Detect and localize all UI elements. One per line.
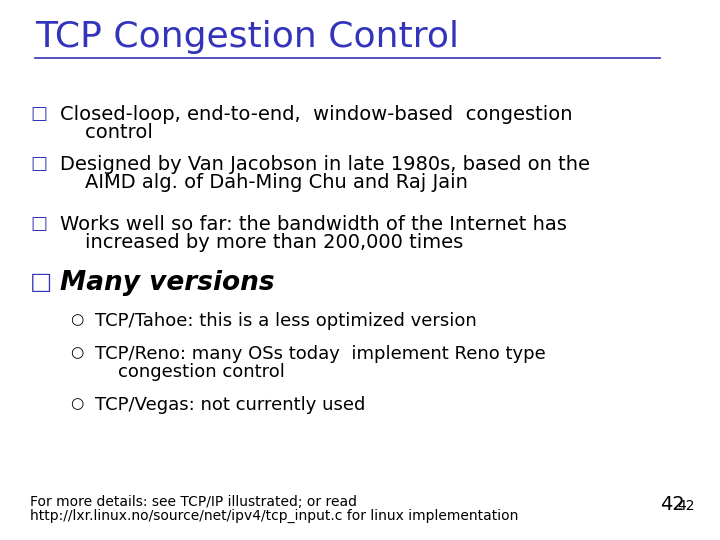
Text: AIMD alg. of Dah-Ming Chu and Raj Jain: AIMD alg. of Dah-Ming Chu and Raj Jain	[60, 173, 468, 192]
Text: ○: ○	[70, 345, 84, 360]
Text: Many versions: Many versions	[60, 270, 274, 296]
Text: 42: 42	[660, 495, 685, 514]
Text: control: control	[60, 123, 153, 142]
Text: ○: ○	[70, 312, 84, 327]
Text: Designed by Van Jacobson in late 1980s, based on the: Designed by Van Jacobson in late 1980s, …	[60, 155, 590, 174]
Text: TCP/Reno: many OSs today  implement Reno type: TCP/Reno: many OSs today implement Reno …	[95, 345, 546, 363]
Text: □: □	[30, 270, 53, 294]
Text: ○: ○	[70, 396, 84, 411]
Text: increased by more than 200,000 times: increased by more than 200,000 times	[60, 233, 463, 252]
Text: 42: 42	[677, 499, 695, 513]
Text: □: □	[30, 215, 47, 233]
Text: congestion control: congestion control	[95, 363, 285, 381]
Text: http://lxr.linux.no/source/net/ipv4/tcp_input.c for linux implementation: http://lxr.linux.no/source/net/ipv4/tcp_…	[30, 509, 518, 523]
Text: □: □	[30, 105, 47, 123]
Text: TCP Congestion Control: TCP Congestion Control	[35, 20, 459, 54]
Text: Works well so far: the bandwidth of the Internet has: Works well so far: the bandwidth of the …	[60, 215, 567, 234]
Text: TCP/Vegas: not currently used: TCP/Vegas: not currently used	[95, 396, 365, 414]
Text: □: □	[30, 155, 47, 173]
Text: TCP/Tahoe: this is a less optimized version: TCP/Tahoe: this is a less optimized vers…	[95, 312, 477, 330]
Text: For more details: see TCP/IP illustrated; or read: For more details: see TCP/IP illustrated…	[30, 495, 357, 509]
Text: Closed-loop, end-to-end,  window-based  congestion: Closed-loop, end-to-end, window-based co…	[60, 105, 572, 124]
